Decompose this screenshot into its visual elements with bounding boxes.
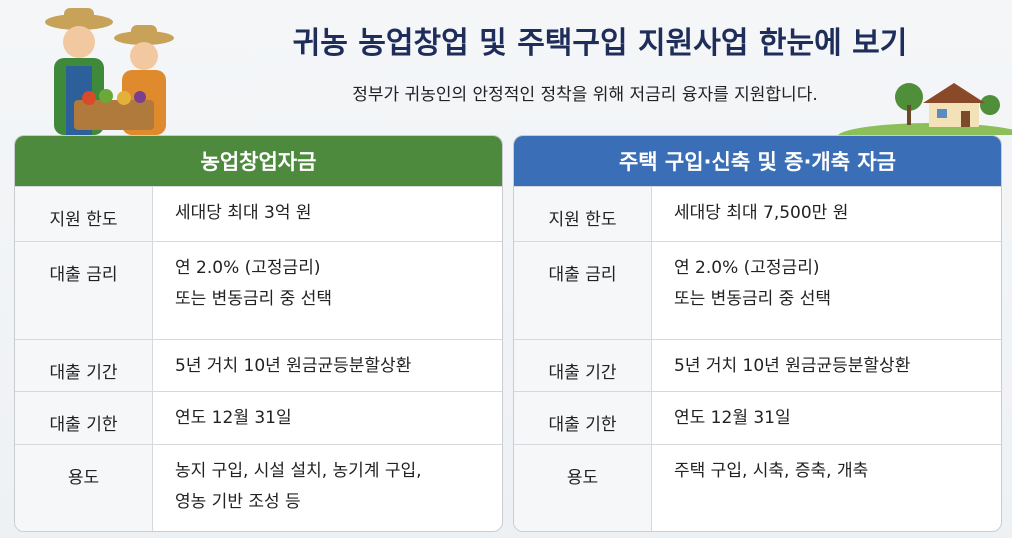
value-line: 연 2.0% (고정금리) bbox=[674, 258, 820, 278]
value-line: 세대당 최대 3억 원 bbox=[175, 203, 312, 223]
table-row: 대출 금리 연 2.0% (고정금리) 또는 변동금리 중 선택 bbox=[15, 241, 502, 339]
row-value: 연 2.0% (고정금리) 또는 변동금리 중 선택 bbox=[652, 235, 831, 339]
farmers-illustration bbox=[45, 8, 174, 135]
value-line: 또는 변동금리 중 선택 bbox=[175, 289, 332, 309]
value-line: 농지 구입, 시설 설치, 농기계 구입, bbox=[175, 461, 422, 481]
table-row: 대출 기한 연도 12월 31일 bbox=[514, 391, 1001, 444]
table-row: 지원 한도 세대당 최대 3억 원 bbox=[15, 186, 502, 241]
row-value: 연도 12월 31일 bbox=[153, 385, 292, 444]
row-label: 대출 금리 bbox=[15, 242, 153, 339]
table-row: 지원 한도 세대당 최대 7,500만 원 bbox=[514, 186, 1001, 241]
value-line: 연 2.0% (고정금리) bbox=[175, 258, 321, 278]
row-value: 농지 구입, 시설 설치, 농기계 구입, 영농 기반 조성 등 bbox=[153, 438, 422, 531]
value-line: 주택 구입, 시축, 증축, 개축 bbox=[674, 461, 869, 481]
value-line: 연도 12월 31일 bbox=[175, 408, 292, 428]
value-line: 영농 기반 조성 등 bbox=[175, 492, 301, 512]
value-line: 5년 거치 10년 원금균등분할상환 bbox=[175, 356, 412, 376]
row-value: 세대당 최대 3억 원 bbox=[153, 180, 312, 241]
table-row: 용도 주택 구입, 시축, 증축, 개축 bbox=[514, 444, 1001, 531]
table-row: 대출 금리 연 2.0% (고정금리) 또는 변동금리 중 선택 bbox=[514, 241, 1001, 339]
row-label: 대출 기간 bbox=[15, 340, 153, 391]
panel: 농업창업자금 지원 한도 세대당 최대 3억 원 대출 금리 연 2.0% (고정금리)… bbox=[14, 135, 503, 532]
house-illustration bbox=[838, 83, 1012, 135]
row-label: 대출 기간 bbox=[514, 340, 652, 391]
row-value: 주택 구입, 시축, 증축, 개축 bbox=[652, 438, 869, 531]
title: 귀농 농업창업 및 주택구입 지원사업 한눈에 보기 bbox=[292, 26, 908, 61]
value-line: 또는 변동금리 중 선택 bbox=[674, 289, 831, 309]
row-label: 지원 한도 bbox=[15, 187, 153, 241]
row-label: 지원 한도 bbox=[514, 187, 652, 241]
value-line: 5년 거치 10년 원금균등분할상환 bbox=[674, 356, 911, 376]
table-row: 대출 기한 연도 12월 31일 bbox=[15, 391, 502, 444]
row-value: 5년 거치 10년 원금균등분할상환 bbox=[652, 333, 910, 391]
table-row: 용도 농지 구입, 시설 설치, 농기계 구입, 영농 기반 조성 등 bbox=[15, 444, 502, 531]
value-line: 연도 12월 31일 bbox=[674, 408, 791, 428]
table-row: 대출 기간 5년 거치 10년 원금균등분할상환 bbox=[514, 339, 1001, 391]
subtitle: 정부가 귀농인의 안정적인 정착을 위해 저금리 융자를 지원합니다. bbox=[352, 85, 818, 105]
row-label: 대출 금리 bbox=[514, 242, 652, 339]
panel-title: 주택 구입·신축 및 증·개축 자금 bbox=[514, 136, 1001, 186]
panel-title: 농업창업자금 bbox=[15, 136, 502, 186]
row-label: 대출 기한 bbox=[15, 392, 153, 444]
row-value: 연 2.0% (고정금리) 또는 변동금리 중 선택 bbox=[153, 235, 332, 339]
row-label: 대출 기한 bbox=[514, 392, 652, 444]
row-label: 용도 bbox=[15, 445, 153, 531]
row-value: 5년 거치 10년 원금균등분할상환 bbox=[153, 333, 411, 391]
row-value: 연도 12월 31일 bbox=[652, 385, 791, 444]
table-row: 대출 기간 5년 거치 10년 원금균등분할상환 bbox=[15, 339, 502, 391]
row-label: 용도 bbox=[514, 445, 652, 531]
value-line: 세대당 최대 7,500만 원 bbox=[674, 203, 849, 223]
row-value: 세대당 최대 7,500만 원 bbox=[652, 180, 848, 241]
